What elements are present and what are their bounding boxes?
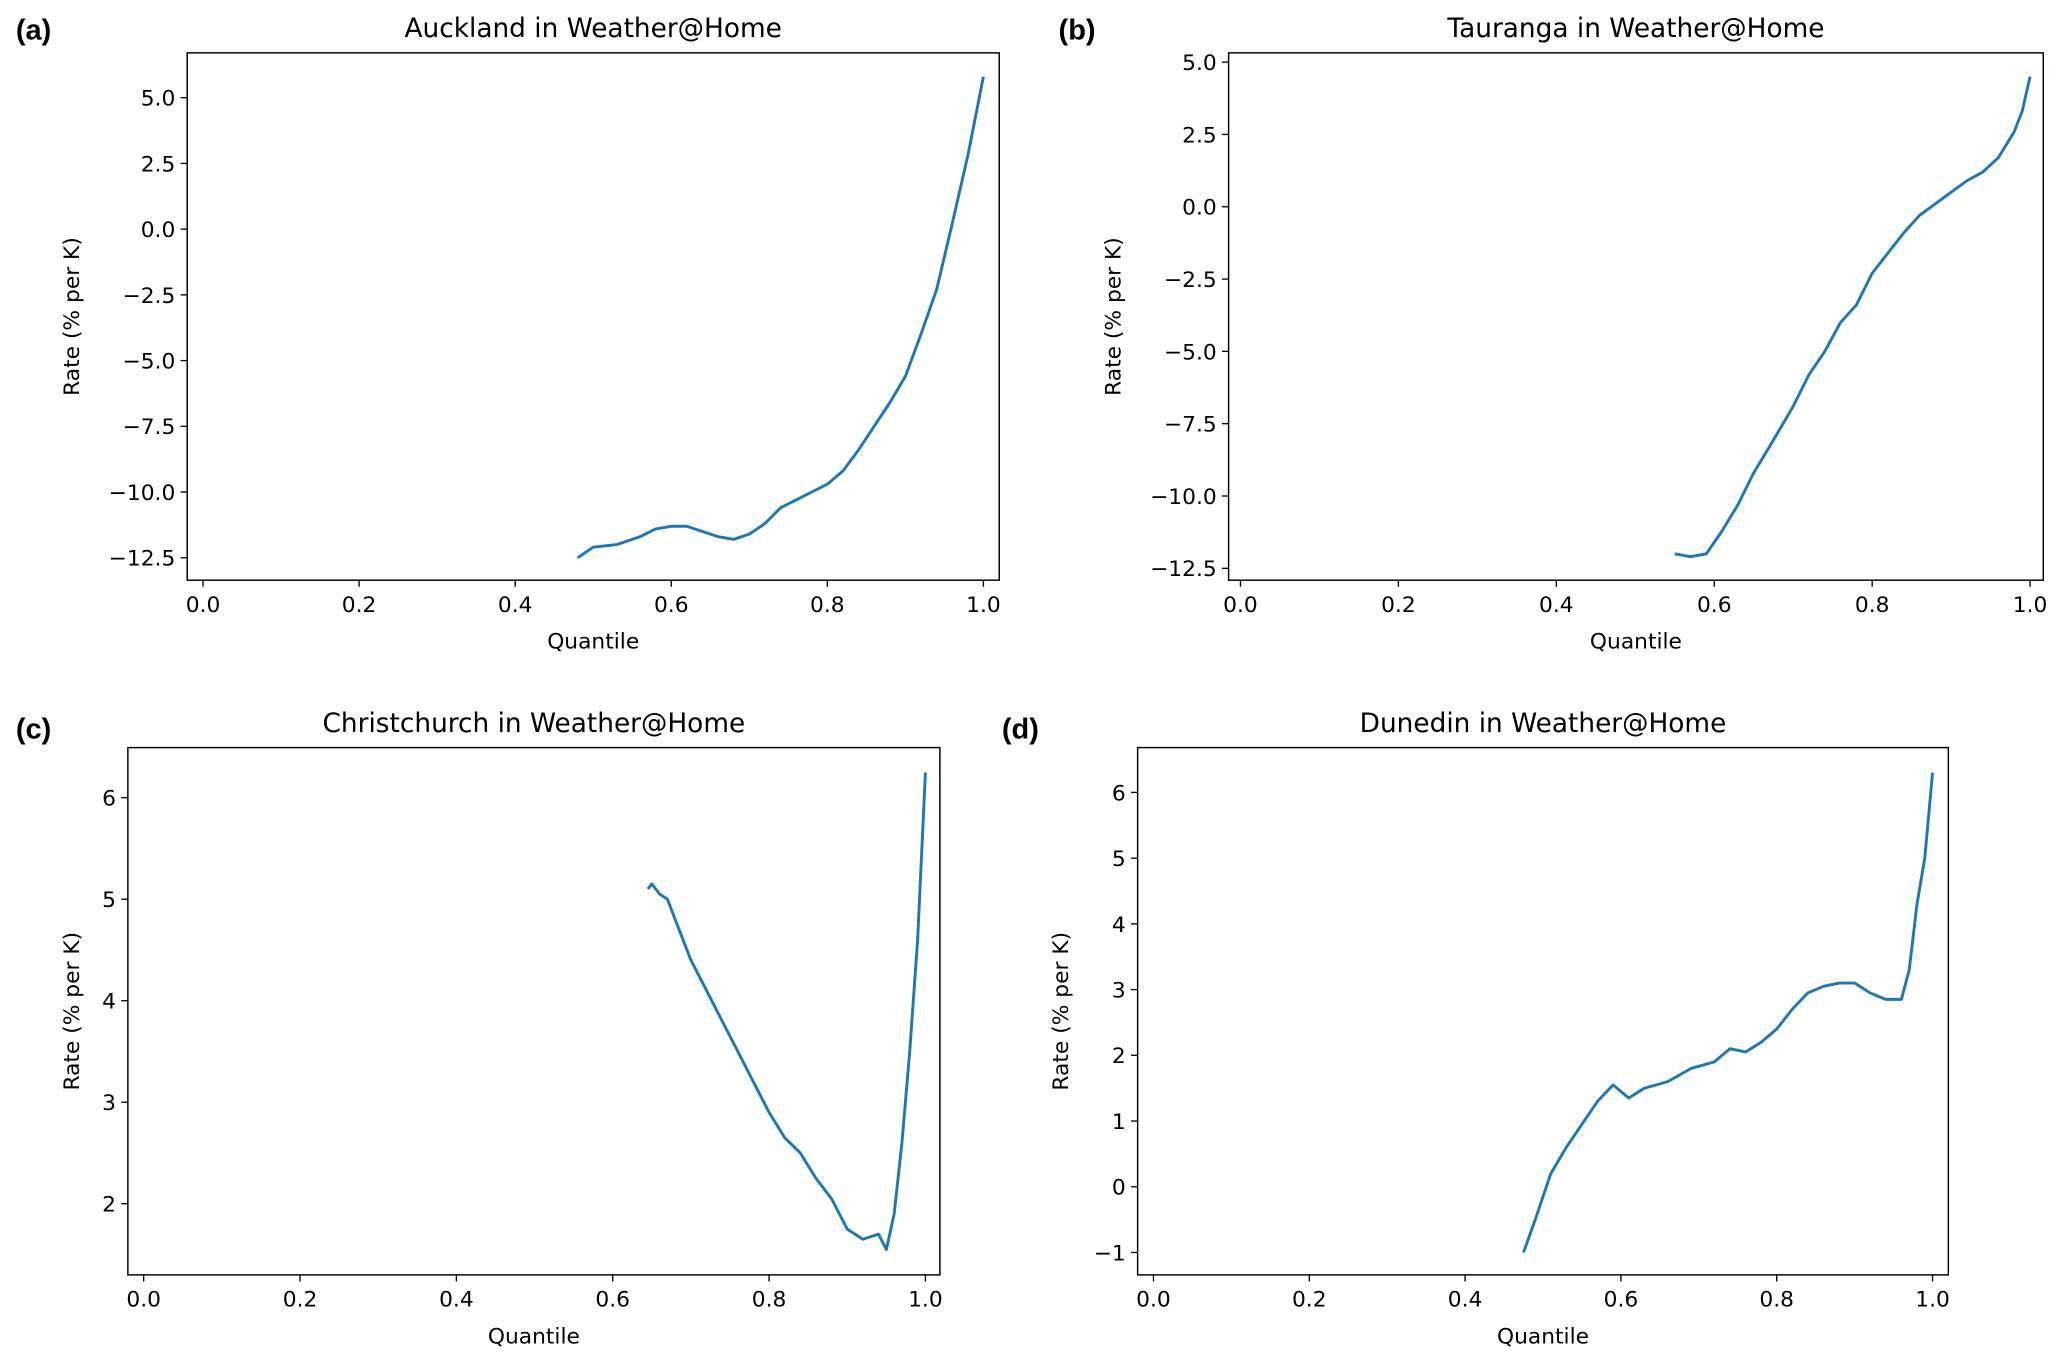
x-tick-label: 0.8 (752, 1288, 787, 1313)
data-line (576, 76, 985, 559)
x-tick-label: 0.4 (1448, 1288, 1483, 1313)
y-tick-label: −12.5 (1150, 557, 1217, 582)
x-tick-label: 0.8 (810, 593, 845, 618)
x-tick-label: 0.8 (1759, 1288, 1794, 1313)
x-tick-label: 0.2 (1292, 1288, 1327, 1313)
y-tick-label: 3 (102, 1091, 116, 1116)
x-tick-label: 1.0 (908, 1288, 943, 1313)
y-tick-label: −10.0 (1150, 485, 1217, 510)
x-axis-label: Quantile (1590, 630, 1682, 655)
x-tick-label: 0.0 (186, 593, 221, 618)
chart-panel-c: (c) Christchurch in Weather@Home Quantile R… (16, 709, 943, 1350)
chart-panel-b: (b) Tauranga in Weather@Home Quantile Rate … (1059, 14, 2048, 655)
y-tick-label: 5 (1112, 847, 1126, 872)
axes-frame (127, 746, 941, 1276)
y-tick-label: −2.5 (122, 284, 175, 309)
axes-frame (1136, 746, 1950, 1276)
y-tick-label: 0.0 (1182, 196, 1217, 221)
y-tick-label: 5.0 (1182, 51, 1217, 76)
y-tick-label: −10.0 (109, 481, 176, 506)
x-tick-label: 1.0 (2013, 593, 2048, 618)
x-tick-label: 0.2 (1381, 593, 1416, 618)
y-tick-label: 2.5 (141, 152, 176, 177)
x-tick-label: 0.4 (439, 1288, 474, 1313)
panel-label: (c) (16, 713, 51, 745)
chart-panel-d: (d) Dunedin in Weather@Home Quantile Rate (… (1002, 709, 1950, 1350)
data-line (1522, 772, 1934, 1253)
chart-title: Christchurch in Weather@Home (323, 709, 746, 739)
x-tick-label: 0.6 (1697, 593, 1732, 618)
x-tick-label: 0.4 (498, 593, 533, 618)
panel-label: (a) (16, 15, 51, 47)
data-line (646, 772, 927, 1251)
x-tick-label: 0.4 (1539, 593, 1574, 618)
y-axis-label: Rate (% per K) (60, 237, 85, 396)
x-tick-label: 0.0 (1136, 1288, 1171, 1313)
panel-label: (b) (1059, 15, 1096, 47)
x-tick-label: 0.6 (1604, 1288, 1639, 1313)
y-tick-label: 6 (102, 787, 116, 812)
x-tick-label: 0.0 (1223, 593, 1258, 618)
x-axis-label: Quantile (488, 1324, 580, 1349)
data-line (1674, 76, 2032, 559)
y-tick-label: 2 (102, 1193, 116, 1218)
axes-frame (1227, 52, 2044, 581)
y-tick-label: −1 (1094, 1241, 1126, 1266)
chart-title: Tauranga in Weather@Home (1446, 14, 1824, 44)
y-tick-label: −2.5 (1164, 268, 1217, 293)
x-axis-label: Quantile (1497, 1324, 1589, 1349)
y-tick-label: 0 (1112, 1176, 1126, 1201)
y-tick-label: −7.5 (1164, 413, 1217, 438)
x-tick-label: 1.0 (966, 593, 1001, 618)
x-tick-label: 0.2 (283, 1288, 318, 1313)
y-tick-label: 5 (102, 888, 116, 913)
x-tick-label: 0.2 (342, 593, 377, 618)
y-tick-label: 4 (1112, 913, 1126, 938)
chart-panel-a: (a) Auckland in Weather@Home Quantile Rate … (16, 14, 1001, 655)
x-tick-label: 1.0 (1915, 1288, 1950, 1313)
y-tick-label: 2.5 (1182, 123, 1217, 148)
panel-label: (d) (1002, 713, 1039, 745)
y-tick-label: −7.5 (122, 415, 175, 440)
y-tick-label: −12.5 (109, 547, 176, 572)
y-axis-label: Rate (% per K) (60, 932, 85, 1091)
y-tick-label: 1 (1112, 1110, 1126, 1135)
y-tick-label: 2 (1112, 1044, 1126, 1069)
chart-title: Dunedin in Weather@Home (1360, 709, 1727, 739)
y-tick-label: 6 (1112, 781, 1126, 806)
y-tick-label: −5.0 (1164, 340, 1217, 365)
x-tick-label: 0.6 (595, 1288, 630, 1313)
x-tick-label: 0.8 (1855, 593, 1890, 618)
y-tick-label: 3 (1112, 978, 1126, 1003)
y-axis-label: Rate (% per K) (1049, 932, 1074, 1091)
x-tick-label: 0.6 (654, 593, 689, 618)
x-tick-label: 0.0 (126, 1288, 161, 1313)
y-axis-label: Rate (% per K) (1102, 237, 1127, 396)
y-tick-label: 5.0 (141, 87, 176, 112)
chart-title: Auckland in Weather@Home (405, 14, 782, 44)
y-tick-label: 0.0 (141, 218, 176, 243)
axes-frame (186, 52, 1000, 581)
y-tick-label: −5.0 (122, 350, 175, 375)
y-tick-label: 4 (102, 990, 116, 1015)
x-axis-label: Quantile (547, 630, 639, 655)
